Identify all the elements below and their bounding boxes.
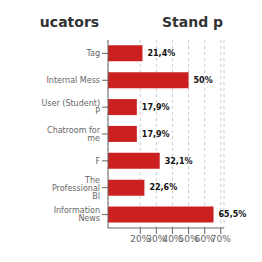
svg-text:Internal Mess: Internal Mess (46, 76, 100, 85)
svg-text:30%: 30% (146, 234, 167, 245)
html-text:Stand p: Stand p (161, 14, 223, 30)
svg-text:17,9%: 17,9% (142, 130, 170, 139)
svg-text:60%: 60% (194, 234, 215, 245)
svg-text:22,6%: 22,6% (149, 183, 177, 192)
svg-text:50%: 50% (178, 234, 199, 245)
svg-text:50%: 50% (194, 76, 213, 85)
svg-text:17,9%: 17,9% (142, 103, 170, 112)
svg-text:Tag: Tag (85, 49, 100, 58)
svg-text:40%: 40% (162, 234, 183, 245)
svg-text:TheProfessionalBl: TheProfessionalBl (52, 176, 100, 201)
svg-text:F: F (95, 157, 100, 166)
svg-text:21,4%: 21,4% (147, 49, 175, 58)
svg-text:32,1%: 32,1% (165, 157, 193, 166)
svg-text:Chatroom forme: Chatroom forme (47, 126, 101, 143)
svg-text:User (Student)P: User (Student)P (41, 99, 100, 116)
svg-text:InformationNews: InformationNews (54, 206, 100, 223)
html-text:ucators: ucators (39, 14, 100, 30)
svg-text:20%: 20% (130, 234, 151, 245)
svg-text:65,5%: 65,5% (219, 210, 247, 219)
svg-text:70%: 70% (211, 234, 231, 244)
